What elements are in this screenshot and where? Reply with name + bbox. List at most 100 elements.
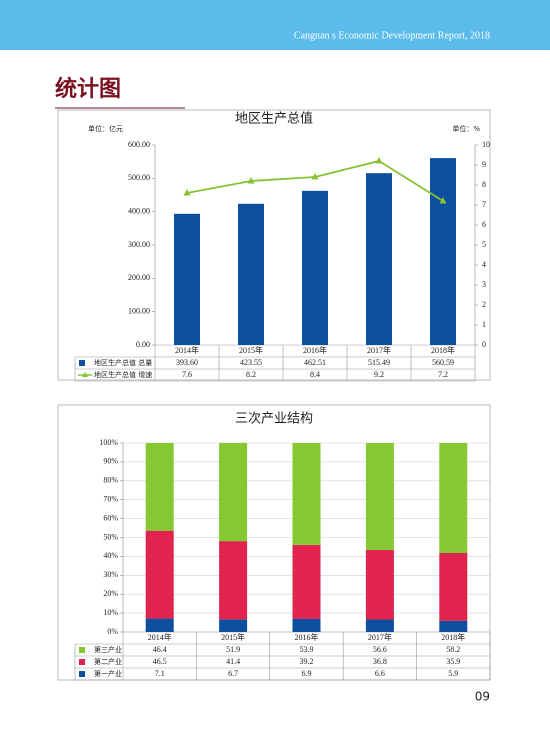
table-value: 515.49 (368, 358, 390, 367)
bar (366, 173, 392, 345)
y2-tick-label: 7 (482, 200, 486, 209)
y-tick-label: 600.00 (128, 140, 150, 149)
line-marker (375, 157, 383, 164)
y-tick-label: 10% (103, 608, 118, 617)
table-value: 423.55 (240, 358, 262, 367)
bar (174, 213, 200, 345)
y-tick-label: 50% (103, 532, 118, 541)
y-tick-label: 100.00 (128, 306, 150, 315)
bar-segment (145, 530, 174, 619)
y2-tick-label: 6 (482, 220, 486, 229)
table-value: 5.9 (448, 669, 458, 678)
bar-segment (219, 541, 248, 620)
line-marker (439, 197, 447, 204)
legend-label: 第一产业 (94, 669, 122, 678)
table-value: 36.8 (373, 657, 387, 666)
y-tick-label: 0.00 (136, 340, 150, 349)
chart-frame (57, 109, 491, 381)
legend-swatch (79, 360, 85, 366)
y-tick-label: 0% (107, 627, 118, 636)
table-value: 462.51 (304, 358, 326, 367)
bar-segment (292, 544, 321, 619)
y-tick-label: 200.00 (128, 273, 150, 282)
legend-swatch (79, 659, 85, 665)
y-tick-label: 300.00 (128, 240, 150, 249)
bar-segment (365, 443, 394, 550)
table-value: 35.9 (446, 657, 460, 666)
y2-tick-label: 5 (482, 240, 486, 249)
y-tick-label: 80% (103, 476, 118, 485)
y-tick-label: 30% (103, 570, 118, 579)
x-tick-label: 2014年 (175, 345, 199, 355)
table-value: 8.4 (310, 370, 320, 379)
x-tick-label: 2016年 (295, 632, 319, 642)
y2-tick-label: 0 (482, 340, 486, 349)
bar-segment (439, 552, 468, 621)
y2-tick-label: 8 (482, 180, 486, 189)
bar-segment (145, 618, 174, 632)
table-value: 39.2 (300, 657, 314, 666)
legend-label: 第三产业 (94, 645, 122, 654)
table-value: 46.4 (153, 645, 167, 654)
bar-segment (292, 618, 321, 632)
table-value: 560.59 (432, 358, 454, 367)
bar-segment (219, 619, 248, 632)
y2-tick-label: 10 (482, 140, 490, 149)
legend-swatch (79, 671, 85, 677)
y2-tick-label: 2 (482, 300, 486, 309)
y2-tick-label: 1 (482, 320, 486, 329)
table-value: 9.2 (374, 370, 384, 379)
table-value: 6.9 (302, 669, 312, 678)
y-tick-label: 40% (103, 551, 118, 560)
bar-segment (439, 620, 468, 632)
table-value: 56.6 (373, 645, 387, 654)
x-tick-label: 2018年 (431, 345, 455, 355)
header-text: Cangnan s Economic Development Report, 2… (294, 30, 490, 41)
y-tick-label: 500.00 (128, 173, 150, 182)
y-tick-label: 70% (103, 495, 118, 504)
bar (238, 203, 264, 345)
header-band (0, 0, 550, 50)
x-tick-label: 2014年 (148, 632, 172, 642)
line-marker (247, 177, 255, 184)
y-tick-label: 20% (103, 589, 118, 598)
table-value: 51.9 (226, 645, 240, 654)
y-tick-label: 60% (103, 513, 118, 522)
legend-label: 地区生产总值 总量 (94, 358, 152, 367)
y-tick-label: 400.00 (128, 206, 150, 215)
table-value: 6.7 (228, 669, 238, 678)
y-axis-label: 单位：亿元 (88, 124, 123, 133)
bar-segment (365, 619, 394, 632)
legend-label: 地区生产总值 增速 (94, 370, 152, 379)
table-value: 393.60 (176, 358, 198, 367)
table-value: 8.2 (246, 370, 256, 379)
table-value: 58.2 (446, 645, 460, 654)
legend-label: 第二产业 (94, 657, 122, 666)
x-tick-label: 2017年 (368, 632, 392, 642)
y-tick-label: 90% (103, 457, 118, 466)
table-value: 7.2 (438, 370, 448, 379)
y2-tick-label: 3 (482, 280, 486, 289)
chart-title: 地区生产总值 (235, 111, 313, 127)
y-tick-label: 100% (99, 438, 118, 447)
legend-swatch (79, 647, 85, 653)
legend-marker (82, 372, 88, 377)
section-title: 统计图 (55, 76, 121, 102)
line-marker (311, 173, 319, 180)
table-value: 7.6 (182, 370, 192, 379)
y2-tick-label: 9 (482, 160, 486, 169)
chart-title: 三次产业结构 (235, 411, 313, 427)
bar-segment (439, 443, 468, 553)
bar (302, 190, 328, 345)
y2-axis-label: 单位：% (452, 124, 480, 133)
table-value: 7.1 (155, 669, 165, 678)
x-tick-label: 2018年 (441, 632, 465, 642)
bar-segment (365, 549, 394, 620)
bar-segment (219, 443, 248, 542)
bar-segment (292, 443, 321, 545)
bar (430, 158, 456, 345)
x-tick-label: 2017年 (367, 345, 391, 355)
x-tick-label: 2015年 (221, 632, 245, 642)
